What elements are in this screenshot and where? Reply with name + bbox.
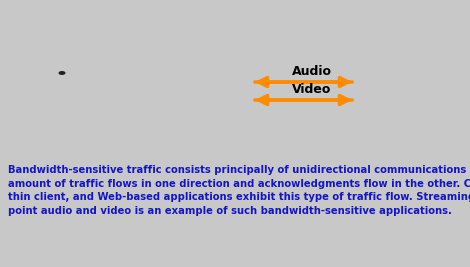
Polygon shape: [133, 143, 228, 159]
FancyBboxPatch shape: [144, 84, 230, 96]
Bar: [179, 123, 195, 138]
FancyBboxPatch shape: [138, 105, 236, 123]
FancyBboxPatch shape: [144, 34, 230, 46]
Text: Bandwidth-sensitive traffic consists principally of unidirectional communication: Bandwidth-sensitive traffic consists pri…: [8, 165, 470, 216]
Ellipse shape: [22, 34, 74, 102]
Text: Audio: Audio: [292, 65, 332, 78]
Circle shape: [58, 71, 65, 75]
FancyBboxPatch shape: [144, 59, 230, 72]
Text: Video: Video: [292, 83, 331, 96]
FancyBboxPatch shape: [144, 34, 230, 109]
FancyBboxPatch shape: [138, 28, 236, 123]
Polygon shape: [143, 139, 223, 143]
FancyBboxPatch shape: [144, 34, 174, 109]
Polygon shape: [159, 138, 215, 145]
Polygon shape: [358, 8, 444, 18]
Polygon shape: [32, 52, 72, 112]
Polygon shape: [430, 8, 444, 136]
Polygon shape: [36, 100, 52, 120]
